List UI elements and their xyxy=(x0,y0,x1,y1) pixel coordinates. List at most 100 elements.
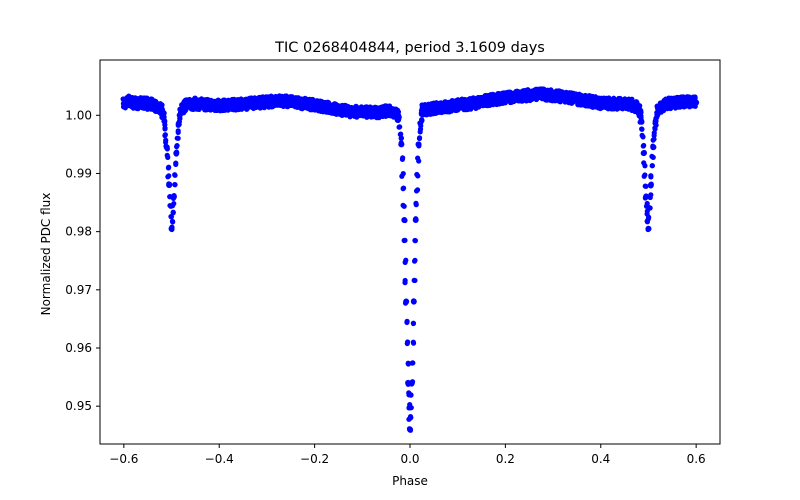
data-point xyxy=(643,193,650,200)
data-point-fill xyxy=(162,132,168,138)
data-point-fill xyxy=(402,237,408,243)
data-point xyxy=(445,103,452,110)
data-point-fill xyxy=(414,187,421,193)
data-point xyxy=(398,141,405,148)
y-tick-label: 0.98 xyxy=(65,225,92,239)
data-point-fill xyxy=(649,153,655,159)
data-point xyxy=(170,193,177,200)
data-point xyxy=(626,100,633,107)
data-point xyxy=(166,182,173,189)
data-point xyxy=(154,103,161,110)
data-point-fill xyxy=(412,257,418,263)
data-point xyxy=(178,106,185,113)
data-point xyxy=(430,105,437,112)
x-axis: −0.6 −0.4 −0.2 0.0 0.2 0.4 0.6 xyxy=(109,444,706,466)
data-point-fill xyxy=(642,163,648,169)
data-point xyxy=(483,97,490,104)
data-point-fill xyxy=(413,200,419,206)
data-point xyxy=(655,105,661,112)
data-point xyxy=(373,109,380,116)
data-point-fill xyxy=(647,205,653,211)
data-point-fill xyxy=(170,210,176,216)
data-point-fill xyxy=(173,161,179,168)
data-point xyxy=(292,99,299,106)
data-point xyxy=(650,144,657,151)
y-tick-label: 0.95 xyxy=(65,399,92,413)
data-point xyxy=(340,107,347,114)
data-point-fill xyxy=(692,94,698,100)
data-point xyxy=(693,99,700,106)
data-point xyxy=(130,99,137,106)
data-point xyxy=(206,101,213,108)
data-point xyxy=(407,426,413,433)
data-point xyxy=(674,99,681,106)
data-point xyxy=(144,100,151,107)
data-point-fill xyxy=(401,203,407,209)
data-point xyxy=(387,107,394,114)
data-point-fill xyxy=(170,203,176,209)
data-point xyxy=(120,100,127,107)
data-point xyxy=(645,225,652,232)
data-point-fill xyxy=(398,135,404,141)
data-point xyxy=(502,94,509,101)
data-point xyxy=(359,109,366,116)
data-point-fill xyxy=(172,172,178,178)
data-point xyxy=(230,101,237,108)
data-point xyxy=(125,97,132,104)
data-point-fill xyxy=(412,237,418,244)
x-tick-label: −0.2 xyxy=(300,452,329,466)
x-tick-label: −0.4 xyxy=(205,452,234,466)
data-point xyxy=(652,118,659,125)
x-tick-label: 0.2 xyxy=(496,452,515,466)
y-tick-label: 0.97 xyxy=(65,283,92,297)
data-points xyxy=(120,86,700,433)
data-point xyxy=(578,97,585,104)
x-tick-label: 0.6 xyxy=(687,452,706,466)
data-point-fill xyxy=(165,174,171,180)
data-point-fill xyxy=(651,136,657,142)
data-point-fill xyxy=(175,129,181,136)
x-tick-label: 0.0 xyxy=(400,452,419,466)
data-point-fill xyxy=(402,277,408,284)
data-point xyxy=(521,92,528,99)
data-point xyxy=(311,101,318,108)
x-axis-label: Phase xyxy=(392,474,428,488)
data-point xyxy=(216,102,223,109)
data-point xyxy=(244,100,251,107)
data-point-fill xyxy=(159,102,165,108)
data-point-fill xyxy=(164,152,170,158)
data-point xyxy=(559,93,566,100)
data-point xyxy=(540,91,547,98)
data-point-fill xyxy=(403,257,409,263)
data-point xyxy=(597,100,604,107)
data-point xyxy=(408,379,415,386)
chart-title: TIC 0268404844, period 3.1609 days xyxy=(274,40,545,56)
data-point xyxy=(263,98,270,105)
data-point-fill xyxy=(174,143,180,149)
data-point-fill xyxy=(639,126,645,132)
data-point xyxy=(182,101,189,108)
data-point-fill xyxy=(400,155,406,161)
data-point-fill xyxy=(410,340,417,346)
data-point-fill xyxy=(651,132,657,139)
data-point xyxy=(640,150,647,157)
data-point-fill xyxy=(168,214,175,220)
data-point xyxy=(683,98,690,105)
y-axis-label: Normalized PDC flux xyxy=(39,193,53,316)
data-point xyxy=(161,118,168,125)
data-point-fill xyxy=(415,173,421,179)
data-point xyxy=(635,105,642,112)
data-point-fill xyxy=(170,219,176,225)
data-point-fill xyxy=(397,124,403,130)
data-point-fill xyxy=(640,134,646,140)
data-point xyxy=(647,182,654,189)
data-point xyxy=(612,100,619,107)
x-tick-label: −0.6 xyxy=(109,452,138,466)
y-tick-label: 0.96 xyxy=(65,341,92,355)
data-point-fill xyxy=(404,319,410,326)
data-point xyxy=(159,106,165,113)
data-point-fill xyxy=(642,172,648,178)
data-point xyxy=(325,104,332,111)
y-axis: 0.95 0.96 0.97 0.98 0.99 1.00 xyxy=(65,108,100,413)
